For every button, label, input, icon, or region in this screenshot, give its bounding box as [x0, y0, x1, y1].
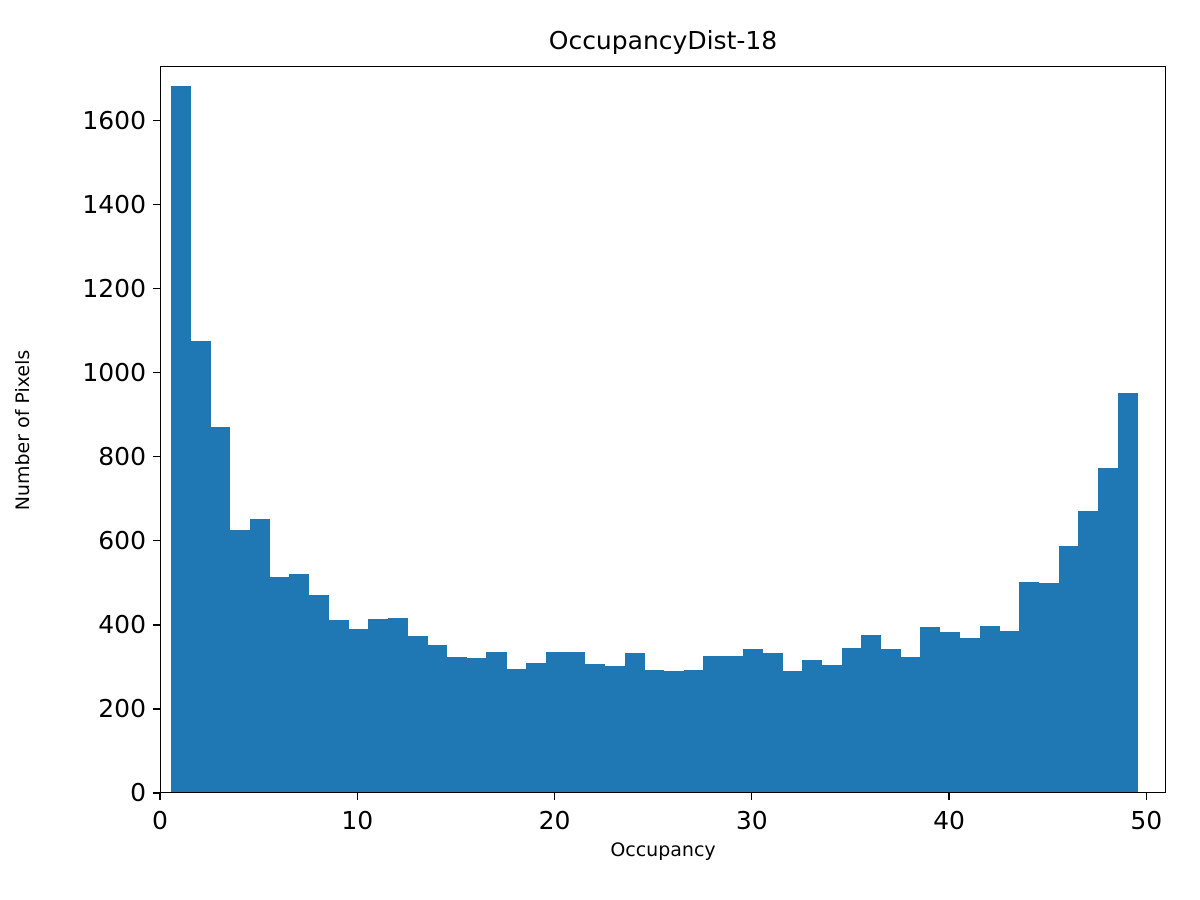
histogram-bar — [585, 663, 606, 792]
histogram-bar — [190, 341, 211, 792]
histogram-bar — [328, 620, 349, 792]
y-tick-label: 800 — [98, 441, 146, 471]
histogram-bar — [506, 669, 527, 792]
histogram-bar — [624, 652, 645, 792]
y-tick-label: 0 — [130, 778, 146, 807]
histogram-bar — [979, 626, 1000, 792]
histogram-bar — [723, 655, 744, 792]
histogram-bar — [782, 671, 803, 792]
histogram-bar — [821, 664, 842, 792]
x-tick-label: 20 — [538, 806, 571, 835]
x-axis-label: Occupancy — [610, 839, 716, 861]
y-tick-mark — [153, 792, 160, 794]
x-tick-label: 0 — [152, 806, 168, 835]
histogram-bar — [841, 648, 862, 792]
x-tick-mark — [1145, 793, 1147, 800]
y-tick-label: 200 — [98, 693, 146, 723]
histogram-bar — [1058, 546, 1079, 792]
x-tick-label: 30 — [735, 806, 768, 835]
histogram-bar — [900, 656, 921, 792]
y-tick-label: 1200 — [82, 273, 146, 303]
histogram-bar — [545, 651, 566, 792]
histogram-bar — [308, 594, 329, 792]
x-tick-label: 10 — [341, 806, 374, 835]
x-tick-mark — [356, 793, 358, 800]
y-tick-mark — [153, 540, 160, 542]
y-tick-mark — [153, 372, 160, 374]
y-axis-label-container: Number of Pixels — [0, 66, 46, 793]
histogram-bar — [368, 619, 389, 792]
y-tick-mark — [153, 456, 160, 458]
y-tick-label: 1400 — [82, 189, 146, 219]
plot-area — [160, 66, 1166, 793]
histogram-bars — [161, 67, 1165, 792]
histogram-bar — [230, 530, 251, 792]
y-axis-label: Number of Pixels — [12, 349, 34, 510]
histogram-bar — [1117, 392, 1138, 792]
histogram-bar — [565, 652, 586, 792]
histogram-bar — [802, 660, 823, 792]
histogram-bar — [861, 635, 882, 792]
y-tick-mark — [153, 288, 160, 290]
histogram-bar — [486, 651, 507, 792]
histogram-bar — [466, 658, 487, 792]
histogram-bar — [880, 649, 902, 792]
histogram-bar — [703, 655, 724, 792]
x-tick-mark — [553, 793, 556, 800]
x-tick-mark — [751, 793, 753, 800]
histogram-bar — [348, 628, 369, 792]
y-tick-mark — [153, 119, 160, 122]
y-tick-mark — [153, 203, 160, 206]
y-tick-mark — [153, 624, 160, 626]
histogram-bar — [1097, 468, 1119, 792]
histogram-bar — [644, 669, 665, 792]
histogram-bar — [249, 518, 270, 792]
y-tick-label: 400 — [98, 609, 146, 639]
histogram-bar — [1038, 583, 1059, 792]
histogram-bar — [1078, 510, 1099, 792]
histogram-bar — [762, 653, 783, 792]
histogram-bar — [427, 644, 448, 792]
x-tick-label: 40 — [933, 806, 965, 835]
histogram-bar — [999, 630, 1020, 792]
y-tick-mark — [153, 708, 160, 710]
histogram-bar — [940, 631, 961, 792]
histogram-bar — [525, 662, 546, 792]
histogram-bar — [387, 617, 408, 792]
y-tick-label: 600 — [98, 525, 146, 555]
histogram-bar — [920, 626, 941, 792]
histogram-bar — [210, 427, 231, 792]
x-tick-mark — [159, 793, 161, 800]
histogram-bar — [1019, 581, 1040, 792]
chart-title: OccupancyDist-18 — [548, 26, 778, 55]
histogram-bar — [604, 665, 625, 792]
histogram-bar — [447, 656, 468, 792]
histogram-bar — [742, 648, 763, 792]
histogram-bar — [170, 85, 191, 792]
y-tick-label: 1000 — [82, 357, 146, 387]
histogram-bar — [959, 637, 980, 792]
histogram-bar — [407, 636, 428, 792]
x-tick-label: 50 — [1130, 806, 1163, 835]
histogram-bar — [664, 670, 685, 792]
x-tick-mark — [948, 793, 950, 800]
histogram-bar — [683, 669, 704, 792]
histogram-bar — [269, 576, 290, 792]
histogram-bar — [289, 573, 310, 792]
y-tick-label: 1600 — [82, 105, 146, 135]
